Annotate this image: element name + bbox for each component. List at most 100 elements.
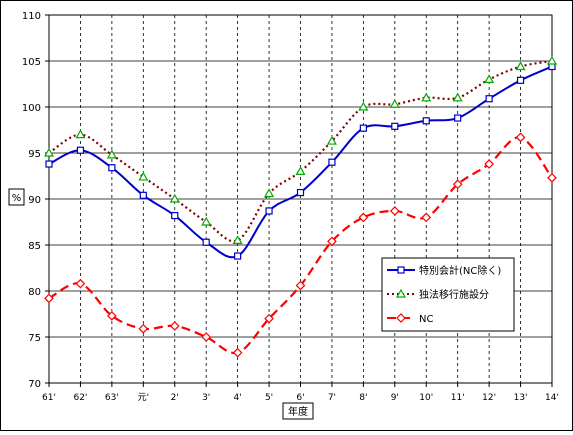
y-tick-label: 70 [28,379,41,390]
data-point [389,206,400,216]
data-point [421,212,432,223]
data-point [76,146,85,154]
data-point [358,101,369,111]
data-point [264,313,274,324]
data-point [454,114,462,122]
x-tick-label: 12' [482,393,496,403]
series-line [48,59,553,243]
x-tick-label: 14' [545,393,559,403]
data-point [232,235,243,244]
legend-item: NC [387,313,433,325]
x-tick-label: 63' [105,393,119,403]
legend-marker [397,266,405,274]
data-point [108,164,116,172]
x-tick-label: 4' [234,393,242,403]
data-point [75,129,86,139]
data-point [232,347,243,358]
data-point [45,160,53,168]
y-tick-label: 80 [28,287,41,298]
legend-marker [396,313,406,323]
grid-layer [49,15,552,383]
data-point [138,171,149,181]
data-point [515,132,526,143]
data-point [43,147,55,157]
data-point [264,188,275,198]
data-point [389,99,400,108]
y-axis-label: % [12,193,22,204]
x-tick-label: 62' [73,393,87,403]
data-point [75,278,86,289]
data-point [171,211,179,220]
series-2 [43,55,558,244]
data-point [484,74,495,84]
data-point [391,122,399,130]
data-point [295,280,306,291]
data-point [484,159,494,169]
legend-item: 特別会計(NC除く) [387,264,501,277]
legend-label: NC [419,314,433,325]
x-tick-label: 10' [419,393,433,403]
data-point [139,191,147,199]
data-point [265,207,273,215]
legend-item: 独法移行施設分 [387,288,489,301]
data-point [515,61,526,71]
y-tick-label: 105 [22,57,41,68]
data-point [452,179,463,190]
axis-layer: 70 75 80 85 90 95 100 105 110 61' 62' 63' 元' 2' 3' 4' 5'… [22,11,559,403]
data-point [106,149,117,159]
series-3 [44,132,557,358]
data-point [516,76,525,84]
data-point [201,216,212,226]
x-tick-label: 3' [202,393,210,403]
data-point [202,238,210,246]
x-axis-label: 年度 [288,405,308,418]
data-point [296,188,305,197]
data-point [107,310,117,321]
x-tick-label: 8' [359,393,367,403]
data-point [295,166,306,175]
data-point [44,293,54,304]
data-point [546,55,558,65]
x-tick-label: 61' [42,393,56,403]
legend-label: 特別会計(NC除く) [419,264,501,277]
data-point [547,172,557,183]
y-tick-label: 100 [22,103,41,114]
data-point [328,158,336,166]
x-tick-label: 7' [328,393,336,403]
data-point [485,95,493,103]
data-point [358,212,369,223]
series-layer [43,55,558,358]
x-tick-label: 5' [265,393,273,403]
y-tick-label: 75 [28,333,41,344]
x-tick-label: 11' [451,393,465,403]
legend: 特別会計(NC除く) 独法移行施設分 NC [381,257,515,332]
data-point [359,124,367,132]
data-point [452,92,463,102]
data-point [422,117,430,125]
data-point [327,236,337,247]
data-point [421,92,432,102]
y-tick-label: 85 [28,241,41,252]
data-point [169,193,180,203]
x-tick-label: 9' [391,393,399,403]
legend-label: 独法移行施設分 [419,288,489,301]
y-tick-label: 90 [28,195,41,206]
series-1 [45,62,556,260]
y-tick-label: 95 [28,149,41,160]
x-tick-label: 13' [514,393,528,403]
data-point [169,321,180,331]
data-point [326,135,337,145]
data-point [138,323,149,334]
x-tick-label: 元' [138,393,149,403]
legend-marker [395,288,407,298]
x-axis-label-box: 年度 [282,402,314,420]
x-tick-label: 2' [171,393,179,403]
legend-items: 特別会計(NC除く) 独法移行施設分 NC [387,264,501,325]
y-tick-label: 110 [22,11,41,22]
y-axis-label-box: % [8,188,25,206]
data-point [201,332,212,342]
data-point [234,252,242,260]
